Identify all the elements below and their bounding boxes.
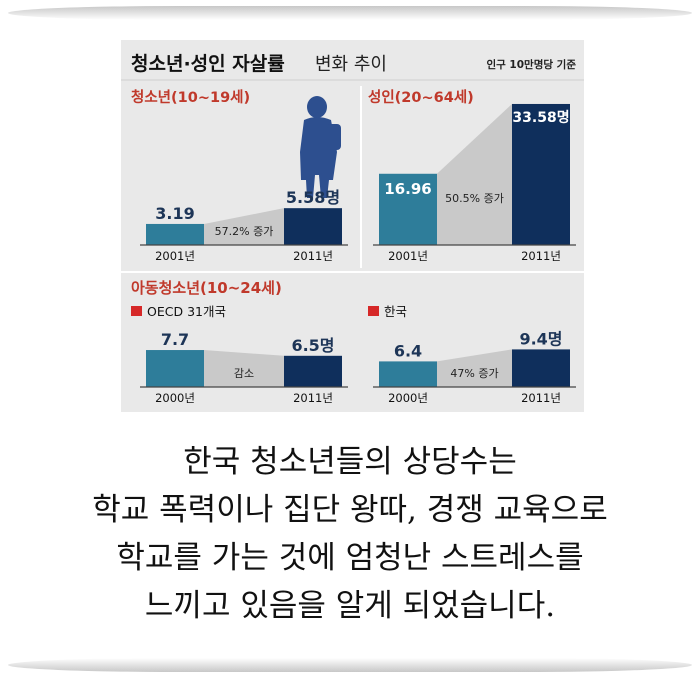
category-label: 2001년: [388, 249, 428, 263]
bar-3-new: [284, 355, 342, 387]
unit-note: 인구 10만명당 기준: [486, 58, 576, 71]
category-label: 2011년: [293, 249, 333, 263]
suicide-rate-infographic: 청소년·성인 자살률 변화 추이 인구 10만명당 기준 아동청소년(10~24…: [121, 40, 584, 412]
data-label: 9.4명: [519, 329, 562, 348]
infographic-svg: 청소년·성인 자살률 변화 추이 인구 10만명당 기준 아동청소년(10~24…: [121, 53, 584, 405]
data-label: 7.7: [161, 330, 189, 349]
change-band-1: [204, 208, 284, 245]
change-band-2: [437, 103, 512, 245]
change-label: 57.2% 증가: [215, 225, 274, 238]
category-label: 2000년: [388, 391, 428, 405]
data-label: 6.4: [394, 341, 422, 360]
frame-bottom-shadow: [8, 658, 692, 672]
frame-top-shadow: [8, 6, 692, 20]
caption-line-3: 학교를 가는 것에 엄청난 스트레스를: [116, 540, 584, 576]
student-silhouette-icon: [300, 96, 341, 198]
legend-label: 한국: [384, 304, 407, 319]
change-label: 47% 증가: [450, 367, 498, 380]
infographic-title-suffix: 변화 추이: [315, 54, 387, 75]
infographic-title: 청소년·성인 자살률: [131, 53, 285, 75]
panel-title: 성인(20~64세): [368, 88, 474, 106]
change-label: 50.5% 증가: [445, 192, 504, 205]
caption-line-4: 느끼고 있음을 알게 되었습니다.: [144, 588, 556, 624]
bar-1-old: [146, 223, 204, 245]
data-label: 33.58명: [512, 109, 569, 126]
chart-panel-1: [140, 208, 348, 246]
caption: 한국 청소년들의 상당수는 학교 폭력이나 집단 왕따, 경쟁 교육으로 학교를…: [30, 438, 670, 630]
chart-panel-3: [131, 306, 348, 388]
bar-4-old: [379, 361, 437, 387]
caption-line-1: 한국 청소년들의 상당수는: [183, 444, 517, 480]
bar-4-new: [512, 349, 570, 387]
change-band-4: [437, 349, 512, 387]
category-label: 2011년: [293, 391, 333, 405]
category-label: 2001년: [155, 249, 195, 263]
chart-panel-2: [373, 103, 576, 246]
bar-2-old: [379, 173, 437, 245]
bar-2-new: [512, 103, 570, 245]
data-label: 16.96: [384, 180, 431, 198]
data-label: 6.5명: [291, 336, 334, 355]
category-label: 2011년: [521, 249, 561, 263]
bar-3-old: [146, 350, 204, 387]
legend-label: OECD 31개국: [147, 304, 226, 319]
bar-1-new: [284, 208, 342, 245]
legend-flag-icon: [368, 306, 379, 316]
data-label: 5.58명: [286, 188, 340, 207]
change-label: 감소: [234, 367, 254, 380]
chart-panel-4: [368, 306, 576, 388]
data-label: 3.19: [155, 204, 194, 223]
section-title: 아동청소년(10~24세): [131, 279, 282, 297]
legend-flag-icon: [131, 306, 142, 316]
category-label: 2011년: [521, 391, 561, 405]
caption-line-2: 학교 폭력이나 집단 왕따, 경쟁 교육으로: [92, 492, 608, 528]
panel-title: 청소년(10~19세): [131, 89, 250, 106]
category-label: 2000년: [155, 391, 195, 405]
change-band-3: [204, 350, 284, 387]
